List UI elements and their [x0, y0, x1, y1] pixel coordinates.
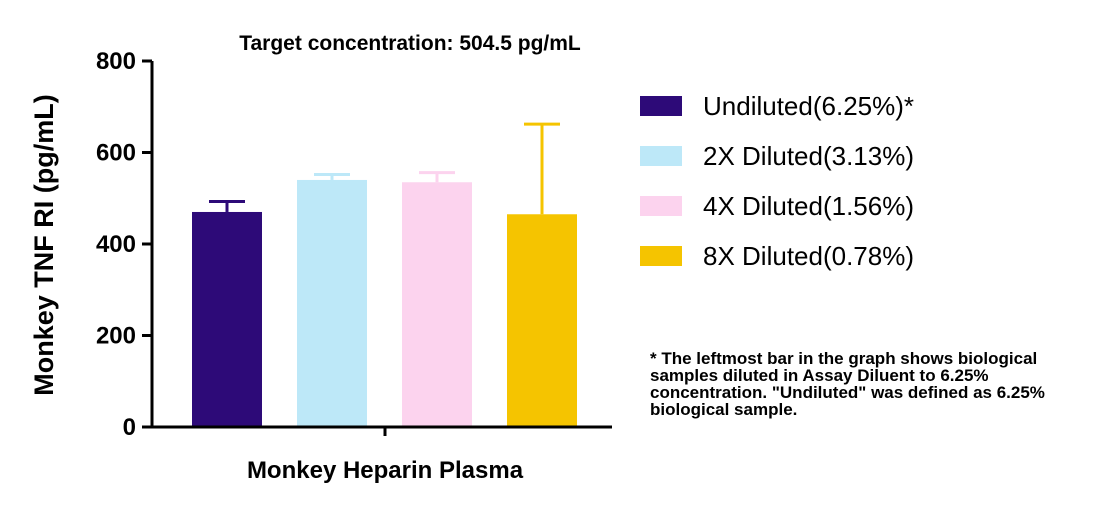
y-tick-label: 400: [96, 231, 136, 258]
bar: [402, 182, 472, 427]
legend-label: 8X Diluted(0.78%): [703, 241, 914, 271]
legend: Undiluted(6.25%)* 2X Diluted(3.13%) 4X Dil…: [640, 91, 914, 271]
y-axis-label: Monkey TNF RI (pg/mL): [29, 94, 59, 395]
x-axis-label: Monkey Heparin Plasma: [247, 457, 524, 484]
y-axis-ticks: 0 200 400 600 800: [96, 48, 152, 441]
y-tick-label: 0: [123, 414, 136, 441]
legend-label: 2X Diluted(3.13%): [703, 141, 914, 171]
y-tick-label: 200: [96, 323, 136, 350]
y-tick-label: 800: [96, 48, 136, 75]
bar: [192, 211, 262, 427]
bar: [507, 214, 577, 427]
legend-swatch: [640, 196, 682, 216]
legend-swatch: [640, 96, 682, 116]
legend-swatch: [640, 146, 682, 166]
legend-swatch: [640, 246, 682, 266]
legend-label: Undiluted(6.25%)*: [703, 91, 914, 121]
bar: [297, 179, 367, 427]
footnote: * The leftmost bar in the graph shows bi…: [650, 349, 1045, 419]
chart-title: Target concentration: 504.5 pg/mL: [239, 32, 581, 55]
bars: [192, 122, 577, 427]
legend-label: 4X Diluted(1.56%): [703, 191, 914, 221]
y-tick-label: 600: [96, 140, 136, 167]
